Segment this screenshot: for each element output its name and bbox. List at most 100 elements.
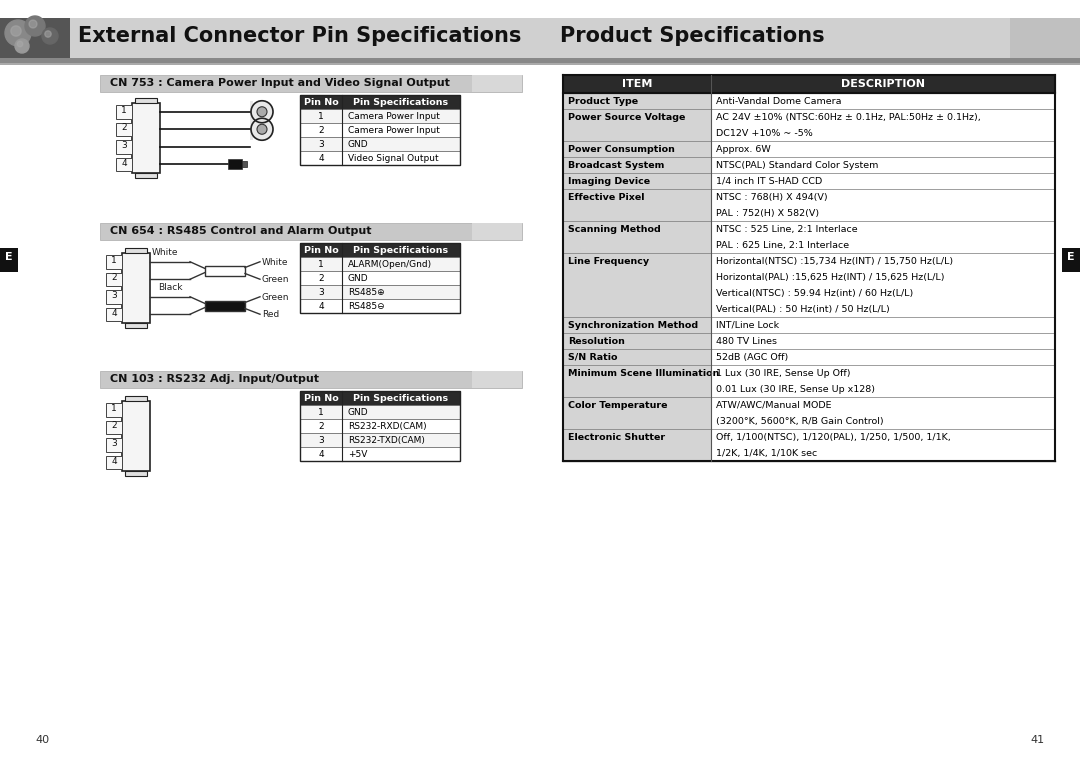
Bar xyxy=(132,103,160,173)
Bar xyxy=(300,433,342,447)
Text: 1: 1 xyxy=(111,256,117,265)
Bar xyxy=(711,317,1055,333)
Text: 1: 1 xyxy=(111,404,117,413)
Bar xyxy=(563,109,711,141)
Bar xyxy=(125,396,147,401)
Bar xyxy=(300,257,342,271)
Bar xyxy=(300,271,342,285)
Bar xyxy=(300,137,342,151)
Text: 1: 1 xyxy=(121,106,126,115)
Text: White: White xyxy=(152,248,178,257)
Bar xyxy=(125,323,147,328)
Bar xyxy=(711,429,1055,461)
Bar xyxy=(342,285,460,299)
Text: 2: 2 xyxy=(111,273,117,282)
Bar xyxy=(300,419,342,433)
Bar xyxy=(100,371,522,388)
Bar xyxy=(242,161,247,167)
Text: 52dB (AGC Off): 52dB (AGC Off) xyxy=(716,353,788,362)
Bar xyxy=(711,349,1055,365)
Bar xyxy=(116,105,132,118)
Text: 3: 3 xyxy=(121,141,126,150)
Bar xyxy=(563,75,711,93)
Bar xyxy=(563,253,711,317)
Text: Camera Power Input: Camera Power Input xyxy=(348,126,440,135)
Bar xyxy=(300,109,342,123)
Text: RS485⊖: RS485⊖ xyxy=(348,302,384,311)
Text: 41: 41 xyxy=(1031,735,1045,745)
Text: 2: 2 xyxy=(121,124,126,133)
Text: Pin Specifications: Pin Specifications xyxy=(353,98,448,107)
Text: Red: Red xyxy=(262,311,280,319)
Bar xyxy=(125,471,147,476)
Bar xyxy=(711,189,1055,221)
Bar xyxy=(342,151,460,165)
Bar xyxy=(563,397,711,429)
Text: NTSC : 768(H) X 494(V): NTSC : 768(H) X 494(V) xyxy=(716,193,827,202)
Text: Approx. 6W: Approx. 6W xyxy=(716,145,771,154)
Bar xyxy=(300,243,460,313)
Bar xyxy=(106,307,122,321)
Circle shape xyxy=(42,28,58,44)
Bar xyxy=(711,365,1055,397)
Text: AC 24V ±10% (NTSC:60Hz ± 0.1Hz, PAL:50Hz ± 0.1Hz),: AC 24V ±10% (NTSC:60Hz ± 0.1Hz, PAL:50Hz… xyxy=(716,113,981,122)
Bar xyxy=(711,253,1055,317)
Bar xyxy=(472,75,522,92)
Bar xyxy=(300,391,460,405)
Bar xyxy=(342,123,460,137)
Bar xyxy=(116,140,132,153)
Bar xyxy=(106,290,122,304)
Bar xyxy=(300,95,460,109)
Bar xyxy=(300,405,342,419)
Bar xyxy=(228,159,242,169)
Text: Pin Specifications: Pin Specifications xyxy=(353,394,448,403)
Text: 4: 4 xyxy=(319,154,324,163)
Bar xyxy=(249,118,253,140)
Bar xyxy=(563,365,711,397)
Text: Green: Green xyxy=(262,275,289,285)
Bar xyxy=(342,271,460,285)
Bar xyxy=(472,223,522,240)
Bar xyxy=(342,405,460,419)
Text: ITEM: ITEM xyxy=(622,79,652,89)
Bar xyxy=(0,18,1080,63)
Bar xyxy=(342,137,460,151)
Text: 0.01 Lux (30 IRE, Sense Up x128): 0.01 Lux (30 IRE, Sense Up x128) xyxy=(716,385,875,394)
Text: CN 103 : RS232 Adj. Input/Output: CN 103 : RS232 Adj. Input/Output xyxy=(110,374,319,384)
Text: Off, 1/100(NTSC), 1/120(PAL), 1/250, 1/500, 1/1K,: Off, 1/100(NTSC), 1/120(PAL), 1/250, 1/5… xyxy=(716,433,950,442)
Bar xyxy=(0,18,70,63)
Text: NTSC : 525 Line, 2:1 Interlace: NTSC : 525 Line, 2:1 Interlace xyxy=(716,225,858,234)
Bar xyxy=(711,221,1055,253)
Text: 3: 3 xyxy=(319,436,324,445)
Bar xyxy=(711,173,1055,189)
Text: Product Specifications: Product Specifications xyxy=(561,26,825,46)
Circle shape xyxy=(257,107,267,117)
Text: 4: 4 xyxy=(111,308,117,317)
Bar xyxy=(0,58,1080,63)
Text: CN 753 : Camera Power Input and Video Signal Output: CN 753 : Camera Power Input and Video Si… xyxy=(110,78,450,88)
Circle shape xyxy=(251,101,273,123)
Bar xyxy=(205,266,245,275)
Bar xyxy=(116,123,132,136)
Text: 4: 4 xyxy=(121,159,126,168)
Bar xyxy=(122,253,150,323)
Text: 1/4 inch IT S-HAD CCD: 1/4 inch IT S-HAD CCD xyxy=(716,177,822,186)
Text: RS232-RXD(CAM): RS232-RXD(CAM) xyxy=(348,422,427,431)
Text: Pin Specifications: Pin Specifications xyxy=(353,246,448,255)
Bar xyxy=(100,75,522,92)
Bar xyxy=(563,173,711,189)
Text: 2: 2 xyxy=(319,274,324,283)
Text: 40: 40 xyxy=(35,735,49,745)
Text: Horizontal(NTSC) :15,734 Hz(INT) / 15,750 Hz(L/L): Horizontal(NTSC) :15,734 Hz(INT) / 15,75… xyxy=(716,257,954,266)
Bar xyxy=(300,285,342,299)
Text: 2: 2 xyxy=(111,421,117,430)
Text: (3200°K, 5600°K, R/B Gain Control): (3200°K, 5600°K, R/B Gain Control) xyxy=(716,417,883,426)
Text: Minimum Scene Illumination: Minimum Scene Illumination xyxy=(568,369,719,378)
Text: GND: GND xyxy=(348,274,368,283)
Bar xyxy=(300,299,342,313)
Text: External Connector Pin Specifications: External Connector Pin Specifications xyxy=(78,26,522,46)
Bar xyxy=(711,141,1055,157)
Text: E: E xyxy=(1067,252,1075,262)
Bar xyxy=(122,401,150,471)
Text: GND: GND xyxy=(348,140,368,149)
